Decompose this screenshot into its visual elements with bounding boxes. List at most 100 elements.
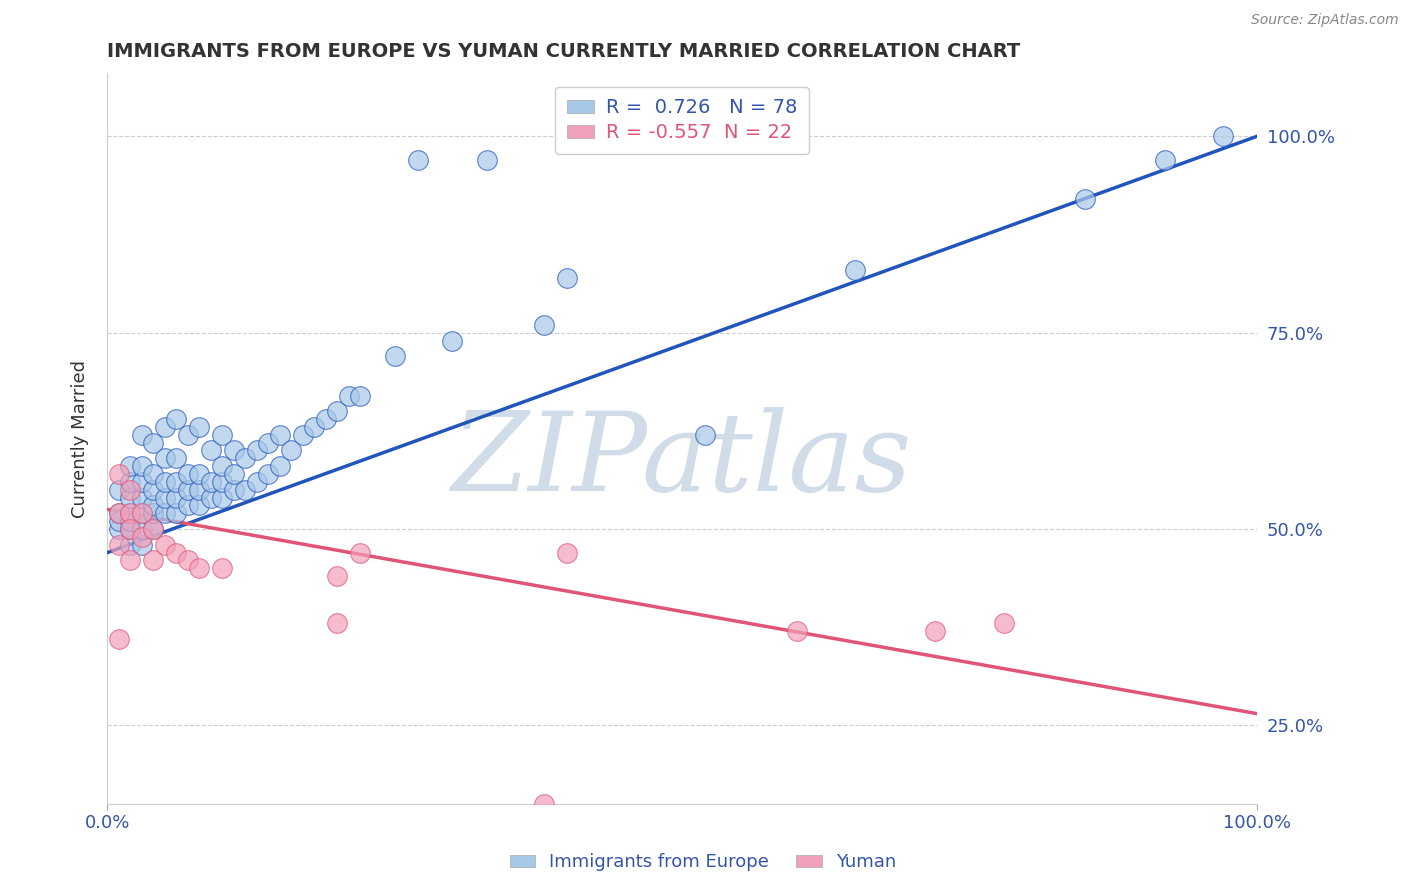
Point	[326, 616, 349, 631]
Point	[280, 443, 302, 458]
Point	[304, 420, 326, 434]
Point	[349, 546, 371, 560]
Point	[107, 514, 129, 528]
Point	[165, 506, 187, 520]
Point	[993, 616, 1015, 631]
Point	[326, 569, 349, 583]
Point	[120, 491, 142, 505]
Point	[555, 270, 578, 285]
Point	[153, 491, 176, 505]
Point	[222, 483, 245, 497]
Point	[269, 459, 291, 474]
Point	[291, 427, 314, 442]
Point	[131, 491, 153, 505]
Point	[188, 561, 211, 575]
Point	[142, 506, 165, 520]
Point	[107, 522, 129, 536]
Point	[120, 506, 142, 520]
Y-axis label: Currently Married: Currently Married	[72, 359, 89, 517]
Point	[475, 153, 498, 167]
Point	[441, 334, 464, 348]
Point	[211, 459, 233, 474]
Point	[924, 624, 946, 639]
Point	[120, 522, 142, 536]
Point	[177, 467, 200, 481]
Point	[131, 538, 153, 552]
Point	[1154, 153, 1177, 167]
Point	[177, 553, 200, 567]
Point	[120, 475, 142, 489]
Point	[844, 262, 866, 277]
Point	[177, 427, 200, 442]
Point	[555, 546, 578, 560]
Point	[165, 491, 187, 505]
Point	[177, 483, 200, 497]
Point	[142, 522, 165, 536]
Point	[222, 443, 245, 458]
Point	[131, 475, 153, 489]
Point	[142, 483, 165, 497]
Point	[222, 467, 245, 481]
Point	[406, 153, 429, 167]
Point	[200, 443, 222, 458]
Point	[107, 506, 129, 520]
Point	[142, 522, 165, 536]
Point	[246, 475, 269, 489]
Point	[246, 443, 269, 458]
Point	[120, 483, 142, 497]
Point	[188, 499, 211, 513]
Point	[786, 624, 808, 639]
Point	[165, 475, 187, 489]
Point	[177, 499, 200, 513]
Point	[107, 538, 129, 552]
Point	[211, 427, 233, 442]
Point	[165, 451, 187, 466]
Point	[107, 632, 129, 646]
Point	[131, 522, 153, 536]
Point	[165, 412, 187, 426]
Point	[131, 459, 153, 474]
Legend: Immigrants from Europe, Yuman: Immigrants from Europe, Yuman	[502, 847, 904, 879]
Point	[200, 475, 222, 489]
Point	[153, 420, 176, 434]
Point	[131, 427, 153, 442]
Point	[131, 530, 153, 544]
Text: Source: ZipAtlas.com: Source: ZipAtlas.com	[1251, 13, 1399, 28]
Point	[142, 467, 165, 481]
Point	[695, 427, 717, 442]
Point	[165, 546, 187, 560]
Point	[188, 420, 211, 434]
Point	[349, 388, 371, 402]
Point	[315, 412, 337, 426]
Point	[120, 506, 142, 520]
Text: IMMIGRANTS FROM EUROPE VS YUMAN CURRENTLY MARRIED CORRELATION CHART: IMMIGRANTS FROM EUROPE VS YUMAN CURRENTL…	[107, 42, 1021, 61]
Point	[257, 435, 280, 450]
Point	[326, 404, 349, 418]
Point	[142, 435, 165, 450]
Point	[211, 561, 233, 575]
Point	[142, 553, 165, 567]
Point	[120, 514, 142, 528]
Point	[153, 451, 176, 466]
Point	[211, 491, 233, 505]
Point	[131, 506, 153, 520]
Point	[211, 475, 233, 489]
Point	[533, 797, 555, 811]
Point	[120, 522, 142, 536]
Point	[153, 475, 176, 489]
Point	[233, 451, 256, 466]
Point	[120, 459, 142, 474]
Point	[188, 467, 211, 481]
Point	[233, 483, 256, 497]
Point	[107, 483, 129, 497]
Legend: R =  0.726   N = 78, R = -0.557  N = 22: R = 0.726 N = 78, R = -0.557 N = 22	[555, 87, 808, 154]
Point	[337, 388, 360, 402]
Point	[269, 427, 291, 442]
Point	[1212, 129, 1234, 144]
Point	[153, 506, 176, 520]
Point	[257, 467, 280, 481]
Point	[200, 491, 222, 505]
Point	[142, 499, 165, 513]
Point	[131, 506, 153, 520]
Point	[107, 467, 129, 481]
